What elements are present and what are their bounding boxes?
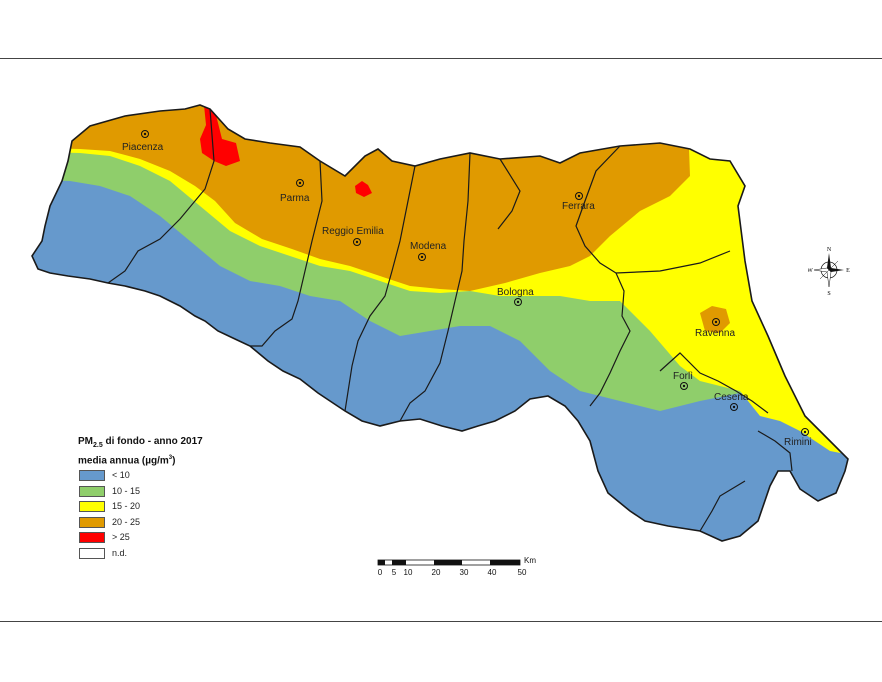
city-label-rimini: Rimini bbox=[784, 437, 812, 448]
scale-tick-10: 10 bbox=[403, 568, 413, 577]
city-label-piacenza: Piacenza bbox=[122, 142, 164, 153]
legend-swatch bbox=[79, 485, 105, 497]
legend: PM2.5 di fondo - anno 2017 media annua (… bbox=[78, 436, 278, 560]
boundary-forli-ravenna bbox=[659, 352, 769, 414]
scale-tick-50: 50 bbox=[517, 568, 527, 577]
city-bologna: Bologna bbox=[497, 287, 534, 306]
scale-tick-40: 40 bbox=[487, 568, 497, 577]
scale-bar-graphic bbox=[377, 559, 521, 566]
legend-title: PM2.5 di fondo - anno 2017 media annua (… bbox=[78, 436, 278, 467]
boundary-bologna-east bbox=[575, 145, 631, 407]
legend-row-nd: n.d. bbox=[78, 545, 278, 561]
boundary-parma-reggio bbox=[250, 160, 323, 347]
legend-label: 10 - 15 bbox=[112, 485, 141, 496]
city-rimini: Rimini bbox=[784, 428, 812, 448]
pm25-map: Piacenza Parma Reggio Emilia Modena Ferr bbox=[31, 104, 849, 542]
hotspot-above-25-reggio bbox=[355, 181, 372, 197]
legend-swatch bbox=[79, 547, 105, 559]
legend-swatch bbox=[79, 516, 105, 528]
boundary-ferrara-west bbox=[497, 158, 521, 230]
city-piacenza: Piacenza bbox=[122, 130, 164, 153]
legend-row-15-20: 15 - 20 bbox=[78, 498, 278, 514]
boundary-piacenza-parma bbox=[107, 108, 215, 284]
legend-subtitle-sup: 3 bbox=[168, 455, 173, 461]
legend-subtitle-post: ) bbox=[172, 455, 176, 467]
legend-row-below-10: < 10 bbox=[78, 467, 278, 483]
city-label-reggio-emilia: Reggio Emilia bbox=[322, 226, 384, 237]
city-parma: Parma bbox=[280, 179, 310, 204]
city-forli: Forlì bbox=[673, 371, 693, 390]
legend-label: < 10 bbox=[112, 470, 130, 481]
legend-label: 20 - 25 bbox=[112, 516, 141, 527]
scale-bar: Km 0 5 10 20 30 40 50 bbox=[376, 554, 546, 580]
city-label-ravenna: Ravenna bbox=[695, 328, 735, 339]
boundary-sanmarino bbox=[699, 480, 746, 532]
scale-tick-20: 20 bbox=[431, 568, 441, 577]
compass-w: W bbox=[808, 268, 813, 274]
legend-swatch bbox=[79, 501, 105, 513]
legend-swatch bbox=[79, 470, 105, 482]
city-ferrara: Ferrara bbox=[562, 192, 595, 212]
boundary-reggio-modena bbox=[344, 165, 416, 412]
boundary-modena-bologna bbox=[399, 152, 471, 422]
city-label-forli: Forlì bbox=[673, 371, 693, 382]
city-modena: Modena bbox=[410, 241, 447, 261]
city-reggio-emilia: Reggio Emilia bbox=[322, 226, 384, 246]
city-markers: Piacenza Parma Reggio Emilia Modena Ferr bbox=[122, 130, 812, 448]
compass-e: E bbox=[846, 268, 850, 274]
city-label-modena: Modena bbox=[410, 241, 447, 252]
legend-swatch bbox=[79, 532, 105, 544]
boundary-rimini bbox=[757, 430, 793, 472]
city-cesena: Cesena bbox=[714, 392, 749, 411]
legend-label: > 25 bbox=[112, 532, 130, 543]
compass-rose-icon: N S W E bbox=[808, 247, 850, 296]
scale-tick-5: 5 bbox=[391, 568, 397, 577]
province-boundaries bbox=[31, 104, 849, 542]
map-frame: Piacenza Parma Reggio Emilia Modena Ferr bbox=[0, 58, 882, 622]
scale-tick-0: 0 bbox=[377, 568, 383, 577]
legend-row-20-25: 20 - 25 bbox=[78, 514, 278, 530]
legend-row-10-15: 10 - 15 bbox=[78, 483, 278, 499]
city-label-bologna: Bologna bbox=[497, 287, 534, 298]
legend-row-above-25: > 25 bbox=[78, 529, 278, 545]
city-label-ferrara: Ferrara bbox=[562, 201, 595, 212]
legend-title-pm: PM bbox=[78, 436, 93, 447]
compass-s: S bbox=[827, 291, 830, 296]
legend-rows: < 10 10 - 15 15 - 20 20 - 25 > 25 n.d. bbox=[78, 467, 278, 560]
compass-n: N bbox=[827, 247, 832, 253]
legend-label: n.d. bbox=[112, 547, 128, 558]
legend-title-rest: di fondo - anno 2017 bbox=[102, 436, 203, 447]
hotspot-above-25-piacenza bbox=[200, 105, 240, 166]
hotspot-ravenna-20-25 bbox=[700, 306, 730, 333]
city-ravenna: Ravenna bbox=[695, 318, 735, 339]
legend-title-sub: 2.5 bbox=[93, 442, 103, 449]
legend-subtitle-pre: media annua (µg/m bbox=[78, 455, 169, 467]
scale-tick-30: 30 bbox=[459, 568, 469, 577]
boundary-ferrara-ravenna bbox=[615, 250, 731, 274]
city-label-cesena: Cesena bbox=[714, 392, 749, 403]
city-label-parma: Parma bbox=[280, 193, 310, 204]
legend-label: 15 - 20 bbox=[112, 501, 141, 512]
scale-unit: Km bbox=[524, 556, 536, 565]
